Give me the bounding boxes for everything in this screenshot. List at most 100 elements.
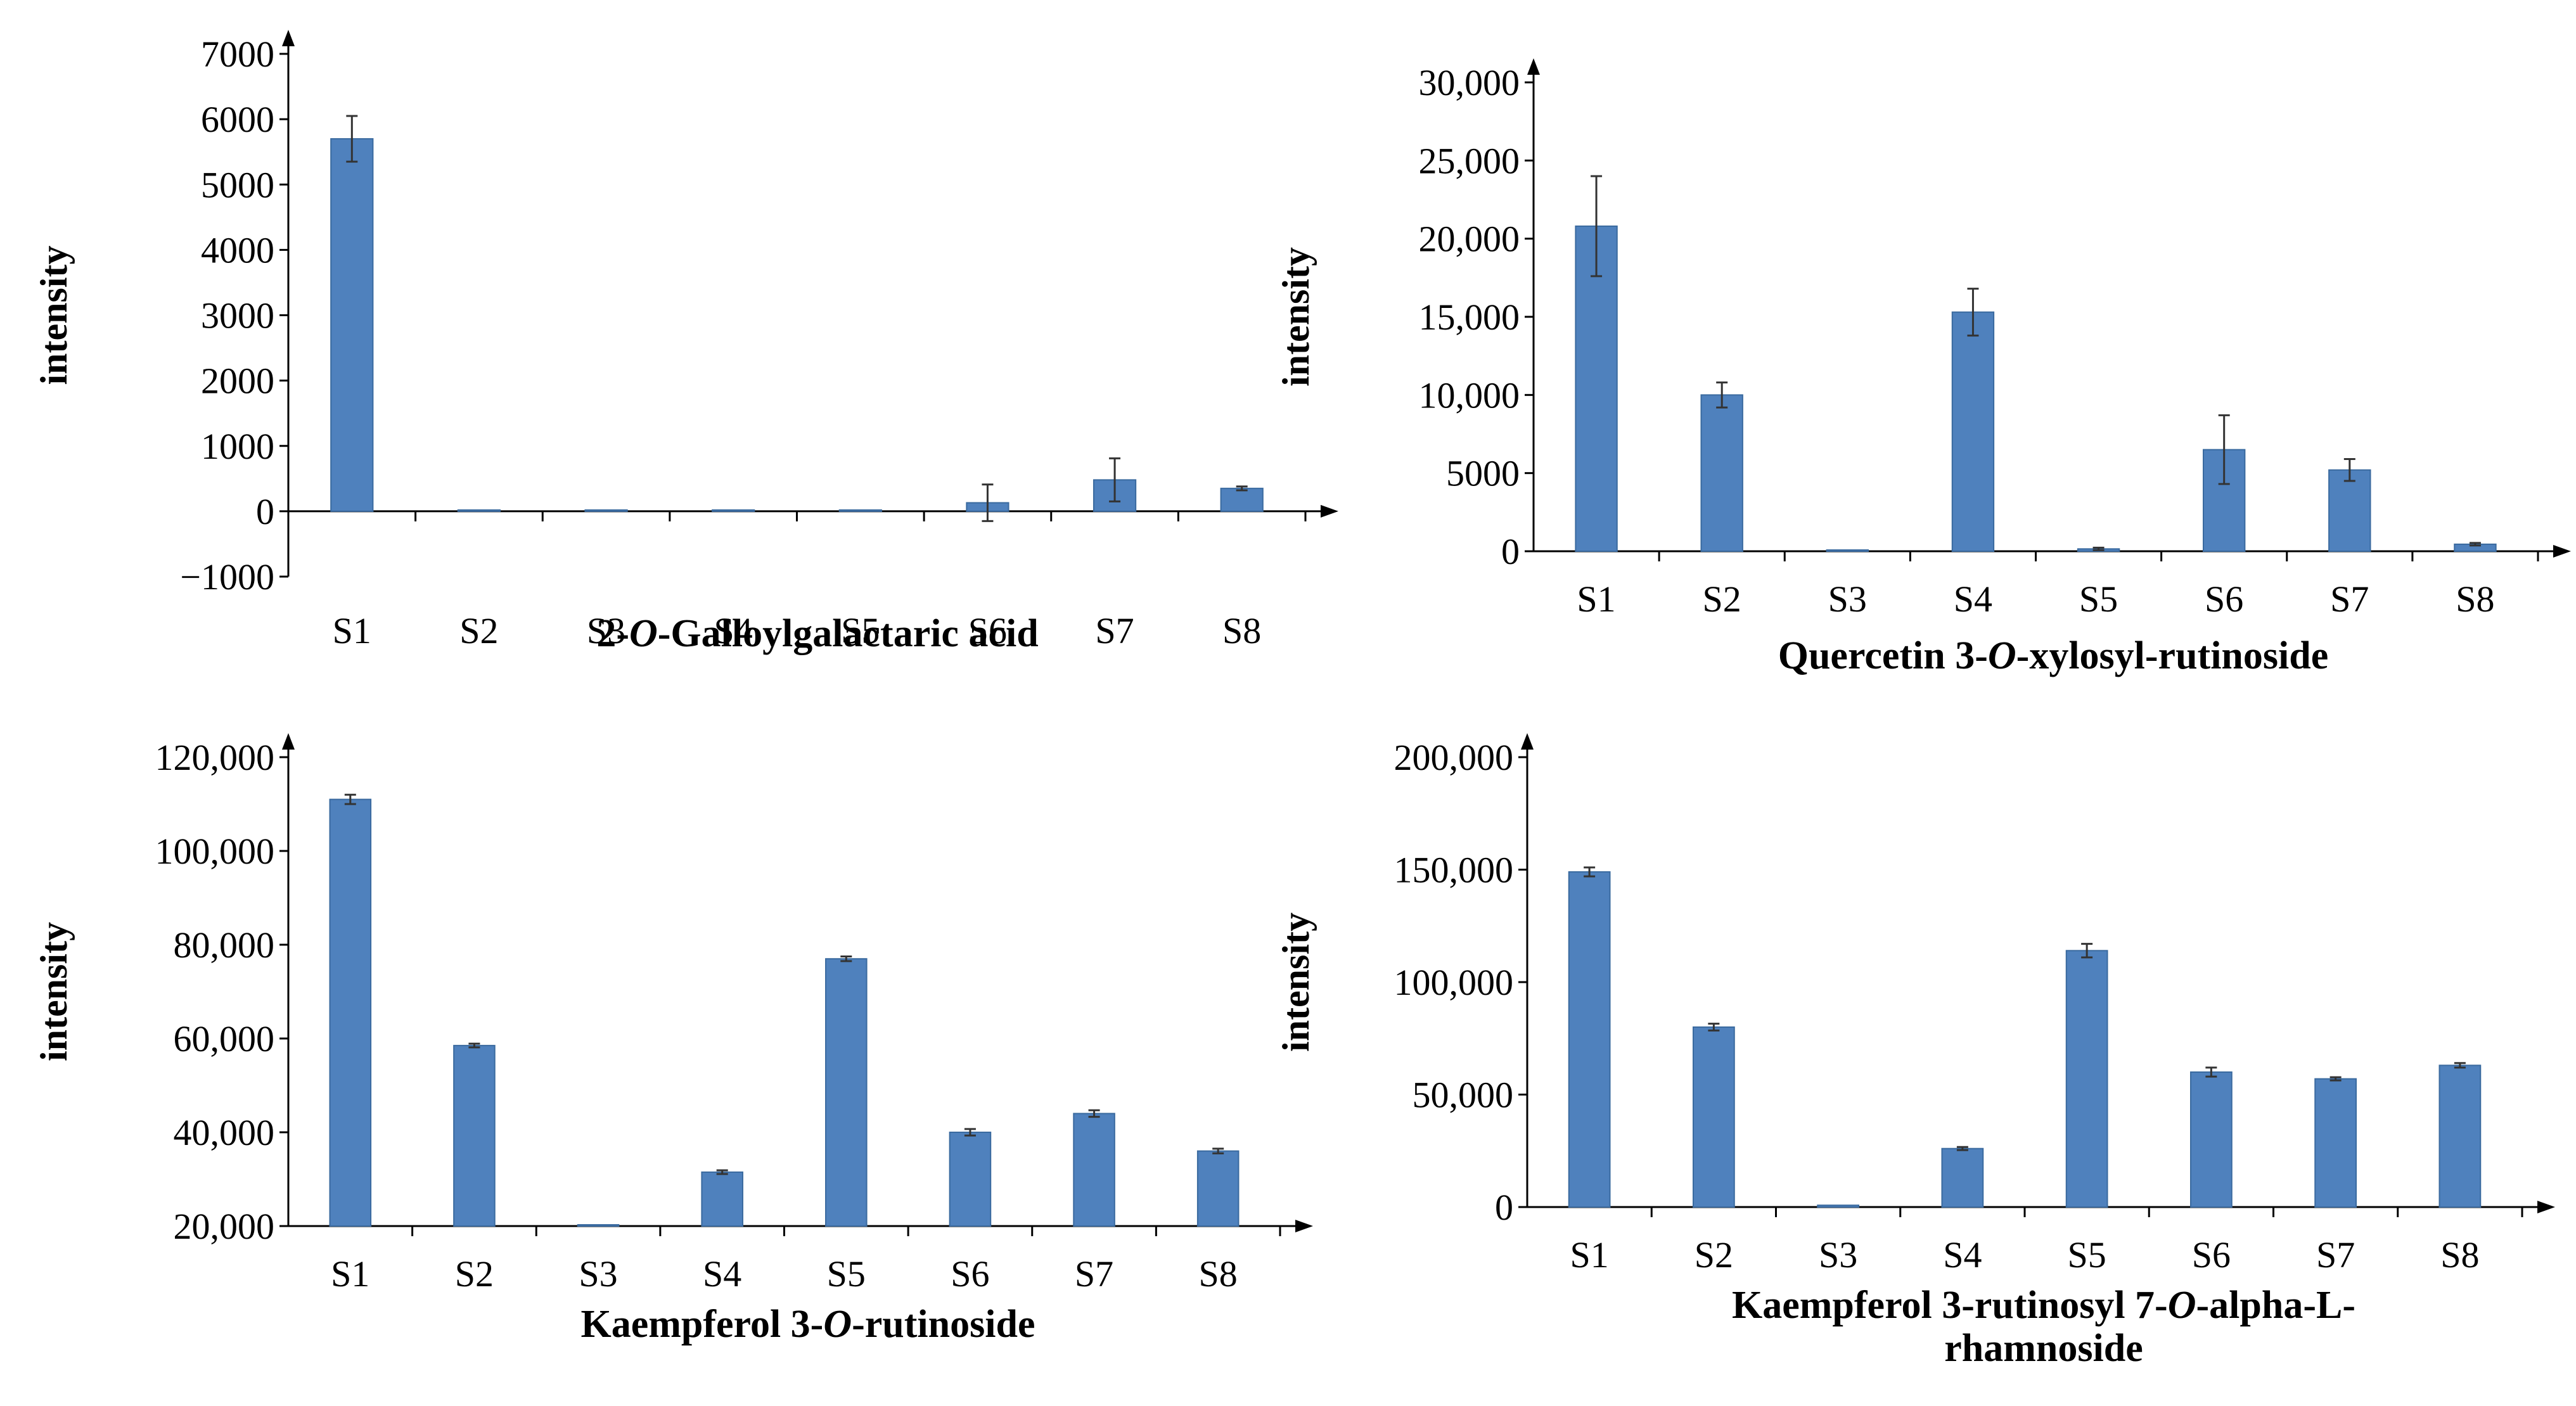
chart-title: Kaempferol 3-rutinosyl 7-O-alpha-L- (1732, 1284, 2355, 1327)
x-tick-label: S6 (968, 610, 1007, 651)
bar-S1 (329, 798, 372, 1227)
chart-title-part: Quercetin 3- (1778, 634, 1988, 677)
y-tick-label: 150,000 (1394, 850, 1514, 891)
bar-S6 (2189, 1071, 2233, 1208)
x-tick-label: S4 (703, 1253, 741, 1294)
y-axis-title: intensity (33, 245, 75, 385)
chart-title-part: Kaempferol 3-rutinosyl 7- (1732, 1284, 2168, 1327)
bar-S7 (2314, 1078, 2357, 1208)
bar-S2 (453, 1045, 496, 1227)
x-tick-label: S3 (1828, 578, 1867, 620)
x-tick-label: S7 (1095, 610, 1134, 651)
y-tick-label: 15,000 (1419, 297, 1520, 338)
y-tick-label: 100,000 (1394, 962, 1514, 1003)
bar-S7 (1073, 1113, 1115, 1227)
y-tick-label: 25,000 (1419, 140, 1520, 181)
chart-title: 2-O-Galloylgalactaric acid (596, 612, 1038, 655)
x-tick-label: S3 (1819, 1234, 1857, 1275)
x-tick-label: S1 (1570, 1234, 1608, 1275)
y-tick-label: 200,000 (1394, 737, 1514, 778)
x-tick-label: S7 (1075, 1253, 1113, 1294)
chart-title: Kaempferol 3-O-rutinoside (581, 1303, 1035, 1346)
bar-S7 (2328, 469, 2371, 552)
x-tick-label: S4 (1943, 1234, 1982, 1275)
x-tick-label: S5 (2079, 578, 2118, 620)
y-tick-label: 50,000 (1413, 1075, 1514, 1116)
bar-S2 (1700, 394, 1743, 552)
y-tick-label: 0 (1501, 531, 1520, 572)
x-tick-label: S2 (459, 610, 498, 651)
bar-S4 (1941, 1147, 1984, 1208)
chart-title-part: -Galloylgalactaric acid (658, 612, 1039, 655)
x-tick-label: S1 (333, 610, 371, 651)
x-tick-label: S1 (1577, 578, 1615, 620)
x-tick-label: S1 (331, 1253, 369, 1294)
chart-panel-2: 0 5000 10,000 15,000 20,000 25,000 30,000 S1 S2 S… (1275, 58, 2571, 677)
y-tick-label: 0 (256, 491, 274, 532)
x-tick-label: S8 (1199, 1253, 1238, 1294)
y-tick-label: 5000 (201, 164, 274, 205)
x-tick-label: S2 (1695, 1234, 1733, 1275)
x-tick-label: S2 (455, 1253, 494, 1294)
x-tick-label: S8 (1222, 610, 1261, 651)
y-tick-label: 5000 (1446, 453, 1520, 494)
y-tick-label: 20,000 (174, 1206, 275, 1247)
x-tick-label: S6 (2205, 578, 2243, 620)
x-tick-label: S7 (2316, 1234, 2355, 1275)
y-tick-label: 40,000 (174, 1112, 275, 1153)
y-tick-label: 4000 (201, 229, 274, 271)
x-tick-label: S7 (2330, 578, 2369, 620)
bar-S4 (1951, 311, 1995, 552)
y-axis-arrow (282, 30, 295, 46)
y-axis-arrow (1521, 733, 1534, 750)
bar-S3 (584, 509, 628, 512)
bar-S6 (949, 1132, 992, 1227)
bar-S3 (1826, 549, 1869, 552)
bar-S8 (2438, 1064, 2482, 1208)
bar-S4 (712, 509, 755, 512)
bar-S4 (701, 1171, 743, 1227)
chart-title-part: -alpha-L- (2196, 1284, 2355, 1327)
y-tick-label: 80,000 (174, 924, 275, 966)
y-tick-label: 20,000 (1419, 219, 1520, 260)
bar-S3 (577, 1224, 620, 1227)
chart-title-part: Kaempferol 3- (581, 1303, 824, 1346)
bar-S8 (1196, 1150, 1240, 1227)
chart-panel-4: 0 50,000 100,000 150,000 200,000 S1 S2 S3 S4 S5 S6… (1275, 733, 2555, 1370)
x-tick-label: S2 (1703, 578, 1741, 620)
x-tick-label: S3 (587, 610, 625, 651)
bar-S5 (838, 509, 882, 512)
y-axis-title: intensity (1275, 247, 1317, 387)
y-axis-arrow (282, 733, 295, 750)
x-tick-label: S5 (841, 610, 880, 651)
chart-title-part: 2- (596, 612, 629, 655)
chart-title-part: -xylosyl-rutinoside (2016, 634, 2329, 677)
x-axis-arrow (1295, 1220, 1313, 1232)
y-tick-label: 120,000 (155, 737, 275, 778)
y-axis-arrow (1527, 58, 1540, 75)
y-tick-label: 100,000 (155, 831, 275, 872)
chart-title-part: O (1988, 634, 2016, 677)
x-tick-label: S6 (951, 1253, 989, 1294)
x-tick-label: S5 (827, 1253, 866, 1294)
y-axis-title: intensity (1275, 912, 1317, 1052)
y-axis-title: intensity (33, 922, 75, 1061)
bar-S5 (825, 958, 868, 1227)
x-tick-label: S5 (2067, 1234, 2106, 1275)
y-tick-label: 10,000 (1419, 374, 1520, 416)
x-tick-label: S4 (1954, 578, 1992, 620)
bar-S8 (1220, 487, 1264, 512)
y-tick-label: 2000 (201, 361, 274, 402)
x-tick-label: S8 (2456, 578, 2494, 620)
x-axis-arrow (2553, 545, 2571, 558)
bar-S1 (330, 138, 374, 512)
chart-title-part: O (629, 612, 658, 655)
x-axis-arrow (1321, 504, 1338, 518)
y-tick-label: 6000 (201, 99, 274, 140)
chart-title-part: O (823, 1303, 852, 1346)
chart-title-line2: rhamnoside (1944, 1327, 2143, 1370)
x-tick-label: S4 (714, 610, 753, 651)
chart-panel-1: −1000 0 1000 2000 3000 4000 5000 6000 7000 S1 S2 S3… (33, 30, 1338, 655)
bar-S2 (1692, 1026, 1735, 1208)
chart-title-part: O (2168, 1284, 2196, 1327)
